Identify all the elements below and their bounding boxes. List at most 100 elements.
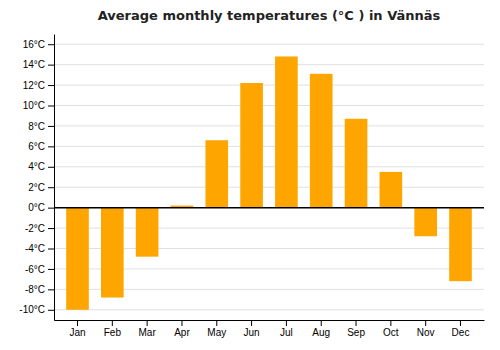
x-tick: Jun — [244, 320, 260, 338]
x-tick: Jul — [280, 320, 293, 338]
x-tick: Aug — [312, 320, 330, 338]
y-tick-label: 0°C — [28, 202, 45, 213]
y-tick: 16°C — [23, 39, 54, 50]
x-tick-label: Nov — [417, 327, 435, 338]
x-tick: Apr — [174, 320, 190, 338]
x-tick-label: Sep — [347, 327, 365, 338]
y-tick: -2°C — [25, 223, 54, 234]
y-tick-mark — [48, 167, 54, 168]
x-tick-label: Aug — [312, 327, 330, 338]
y-tick-mark — [48, 126, 54, 127]
x-tick: Oct — [383, 320, 399, 338]
y-tick-label: -8°C — [25, 284, 45, 295]
y-tick-mark — [48, 269, 54, 270]
y-tick: -8°C — [25, 284, 54, 295]
grid-line — [54, 187, 484, 188]
x-tick-label: Feb — [104, 327, 122, 338]
y-tick: 2°C — [28, 182, 54, 193]
y-tick-label: -10°C — [19, 304, 45, 315]
y-tick: 4°C — [28, 161, 54, 172]
grid-line — [54, 146, 484, 147]
y-tick-label: 14°C — [23, 59, 45, 70]
bar — [380, 172, 403, 208]
grid-line — [54, 166, 484, 167]
grid-line — [54, 207, 484, 208]
x-axis-line — [55, 320, 485, 321]
x-tick: Feb — [104, 320, 122, 338]
x-tick-mark — [286, 320, 287, 326]
x-tick-mark — [181, 320, 182, 326]
bar — [275, 56, 298, 207]
grid-line — [54, 85, 484, 86]
y-tick-label: 10°C — [23, 100, 45, 111]
y-tick: -6°C — [25, 264, 54, 275]
bars — [54, 56, 484, 309]
x-tick-mark — [112, 320, 113, 326]
bar — [101, 208, 124, 298]
y-tick-mark — [48, 208, 54, 209]
y-tick-mark — [48, 146, 54, 147]
x-tick-mark — [390, 320, 391, 326]
x-tick-mark — [425, 320, 426, 326]
y-tick-label: -4°C — [25, 243, 45, 254]
x-tick-label: Jul — [280, 327, 293, 338]
y-tick: -10°C — [19, 304, 54, 315]
x-tick-label: Dec — [452, 327, 470, 338]
y-tick-mark — [48, 44, 54, 45]
bar — [449, 208, 472, 282]
y-tick: -4°C — [25, 243, 54, 254]
y-axis-line — [54, 35, 55, 321]
x-tick-label: Apr — [174, 327, 190, 338]
x-axis: Jan Feb Mar Apr May Jun Jul Aug Sep Oct Nov Dec — [55, 320, 485, 338]
x-tick: May — [207, 320, 226, 338]
y-tick-label: 16°C — [23, 39, 45, 50]
y-tick-mark — [48, 289, 54, 290]
y-tick-label: 12°C — [23, 80, 45, 91]
bar — [310, 74, 333, 208]
y-tick: 8°C — [28, 121, 54, 132]
bar — [240, 83, 263, 208]
y-tick-mark — [48, 187, 54, 188]
x-tick: Nov — [417, 320, 435, 338]
x-tick-label: Jan — [69, 327, 85, 338]
y-tick-label: -6°C — [25, 264, 45, 275]
x-tick-mark — [356, 320, 357, 326]
bar — [345, 119, 368, 208]
bar — [205, 140, 228, 207]
grid-line — [54, 64, 484, 65]
x-tick: Jan — [69, 320, 85, 338]
bar — [66, 208, 89, 310]
y-tick-mark — [48, 65, 54, 66]
x-tick-mark — [321, 320, 322, 326]
x-tick-mark — [460, 320, 461, 326]
y-tick-mark — [48, 249, 54, 250]
y-tick-mark — [48, 106, 54, 107]
x-tick-mark — [147, 320, 148, 326]
bar — [136, 208, 159, 257]
baseline — [54, 207, 484, 209]
x-tick-label: Oct — [383, 327, 399, 338]
y-tick-label: 2°C — [28, 182, 45, 193]
y-tick-label: 8°C — [28, 121, 45, 132]
y-tick-mark — [48, 85, 54, 86]
y-tick-mark — [48, 310, 54, 311]
y-tick-label: -2°C — [25, 223, 45, 234]
x-tick-label: Mar — [139, 327, 157, 338]
x-tick: Sep — [347, 320, 365, 338]
x-tick: Dec — [452, 320, 470, 338]
y-tick-mark — [48, 228, 54, 229]
y-tick: 14°C — [23, 59, 54, 70]
x-tick-mark — [251, 320, 252, 326]
y-tick: 12°C — [23, 80, 54, 91]
y-tick-label: 4°C — [28, 161, 45, 172]
grid-line — [54, 125, 484, 126]
y-tick-label: 6°C — [28, 141, 45, 152]
y-tick: 6°C — [28, 141, 54, 152]
bar — [414, 208, 437, 237]
chart: Jan Feb Mar Apr May Jun Jul Aug Sep Oct Nov Dec -10°… — [0, 0, 500, 350]
title: Average monthly temperatures (°C ) in Vä… — [98, 8, 441, 23]
x-tick-label: May — [207, 327, 226, 338]
x-tick-label: Jun — [244, 327, 260, 338]
y-tick: 0°C — [28, 202, 54, 213]
x-tick-mark — [216, 320, 217, 326]
